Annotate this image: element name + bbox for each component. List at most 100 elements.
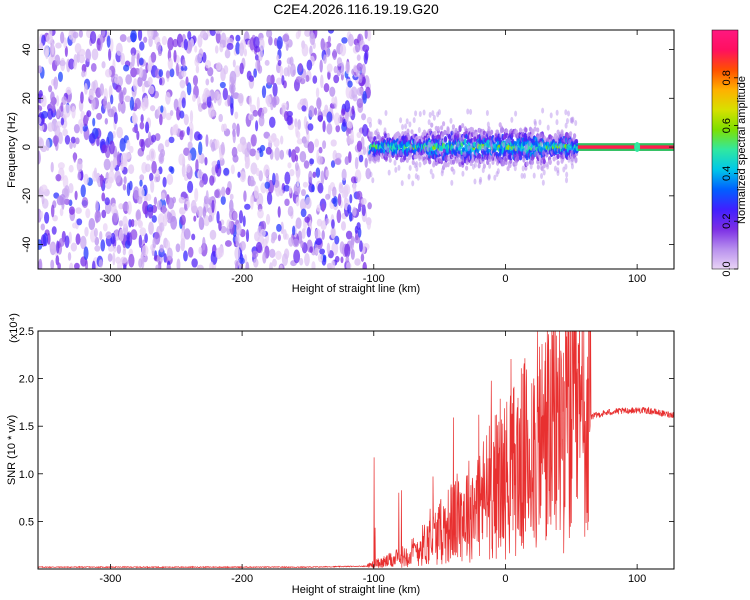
spectrogram-noise-cell <box>52 135 60 145</box>
spectrogram-noise-cell <box>203 215 210 227</box>
spectrogram-noise-cell <box>150 179 155 193</box>
spectrogram-noise-cell <box>301 43 309 57</box>
spectrogram-noise-cell <box>330 160 336 168</box>
spectrogram-noise-cell <box>120 163 124 172</box>
spectrogram-halo-cell <box>432 114 436 121</box>
spectrogram-noise-cell <box>244 203 251 210</box>
spectrogram-noise-cell <box>331 227 336 239</box>
spectrogram-band-cell <box>525 161 529 167</box>
spectrogram-noise-cell <box>102 223 108 232</box>
spectrogram-noise-cell <box>68 58 75 70</box>
spectrogram-noise-cell <box>272 96 277 108</box>
spectrogram-noise-cell <box>91 96 96 111</box>
spectrogram-noise-cell <box>289 56 294 66</box>
spectrogram-noise-cell <box>355 42 361 53</box>
spectrogram-noise-cell <box>192 94 196 102</box>
spectrogram-band-cell <box>569 131 573 137</box>
spectrogram-noise-cell <box>222 123 227 132</box>
spectrogram-noise-cell <box>107 253 113 262</box>
spectrogram-noise-cell <box>303 160 310 169</box>
spectrogram-noise-cell <box>364 30 368 40</box>
spectrogram-halo-cell <box>424 145 428 152</box>
spectrogram-noise-cell <box>317 253 324 263</box>
spectrogram-noise-cell <box>345 61 351 74</box>
spectrogram-noise-cell <box>202 52 207 63</box>
spectrogram-noise-cell <box>246 141 251 153</box>
spectrogram-halo-cell <box>540 173 544 180</box>
spectrogram-band-cell <box>477 163 481 169</box>
spectrogram-noise-cell <box>307 123 314 131</box>
spectrogram-band-cell <box>505 128 509 135</box>
spectrogram-noise-cell <box>178 97 182 111</box>
spectrogram-noise-cell <box>257 64 263 74</box>
spectrogram-band-cell <box>508 162 512 169</box>
spectrogram-noise-cell <box>59 193 66 206</box>
spectrogram-band-cell <box>536 164 540 170</box>
spectrogram-noise-cell <box>51 226 57 235</box>
spectrogram-noise-cell <box>118 203 124 210</box>
spectrogram-band-cell <box>451 159 456 165</box>
spectrogram-noise-cell <box>226 42 234 51</box>
spectrogram-noise-cell <box>150 51 157 63</box>
spectrogram-band-cell <box>501 127 505 133</box>
spectrogram-noise-cell <box>128 180 133 191</box>
spectrogram-halo-cell <box>429 168 433 175</box>
spectrogram-noise-cell <box>117 102 122 113</box>
spectrogram-halo-cell <box>414 110 418 117</box>
spectrogram-noise-cell <box>314 138 320 148</box>
spectrogram-noise-cell <box>159 113 163 126</box>
spectrogram-band-cell <box>403 155 407 161</box>
spectrogram-halo-cell <box>521 165 525 172</box>
colorbar-tick-label: 0.0 <box>721 261 733 276</box>
spectrogram-noise-cell <box>166 211 171 221</box>
spectrogram-halo-cell <box>378 135 382 142</box>
spectrogram-noise-cell <box>289 169 295 177</box>
spectrogram-halo-cell <box>412 117 416 124</box>
spectrogram-noise-cell <box>107 108 115 118</box>
spectrogram-band-cell <box>386 132 390 139</box>
spectrogram-band-cell <box>433 130 437 136</box>
spectrogram-noise-cell <box>122 215 128 229</box>
spectrogram-noise-cell <box>204 156 208 166</box>
spectrogram-noise-cell <box>314 107 318 116</box>
spectrogram-band-cell <box>574 157 578 163</box>
spectrogram-noise-cell <box>187 180 194 194</box>
spectrogram-halo-cell <box>565 177 569 184</box>
spectrogram-noise-cell <box>307 141 315 154</box>
spectrogram-noise-cell <box>132 114 138 125</box>
spectrogram-noise-cell <box>238 210 244 224</box>
spectrogram-noise-cell <box>293 183 301 196</box>
spectrogram-band-cell <box>536 127 540 133</box>
spectrogram-halo-cell <box>553 165 557 172</box>
spectrogram-band-cell <box>548 159 552 166</box>
spectrogram-noise-cell <box>110 202 117 215</box>
spectrogram-noise-cell <box>46 33 54 45</box>
spectrogram-halo-cell <box>437 109 441 116</box>
spectrogram-noise-cell <box>138 57 144 66</box>
spectrogram-halo-cell <box>418 110 422 117</box>
spectrogram-noise-cell <box>280 221 284 235</box>
spectrogram-halo-cell <box>467 145 471 152</box>
spectrogram-noise-cell <box>361 203 366 217</box>
spectrogram-noise-cell <box>352 94 358 102</box>
spectrogram-band-cell <box>478 153 482 159</box>
spectrogram-noise-cell <box>94 236 100 246</box>
colorbar-tick-label: 0.8 <box>721 70 733 85</box>
spectrogram-noise-cell <box>250 162 258 175</box>
spectrogram-noise-cell <box>126 139 131 151</box>
spectrogram-noise-cell <box>70 242 77 252</box>
spectrogram-noise-cell <box>130 47 137 56</box>
spectrogram-noise-cell <box>228 220 234 230</box>
spectrogram-band-cell <box>490 129 494 135</box>
spectrogram-noise-cell <box>146 154 151 161</box>
spectrogram-noise-cell <box>302 181 308 188</box>
spectrogram-noise-cell <box>137 219 142 227</box>
spectrogram-noise-cell <box>259 144 266 152</box>
spectrogram-noise-cell <box>254 54 259 61</box>
spectrogram-noise-cell <box>296 175 300 187</box>
spectrogram-noise-cell <box>349 211 353 222</box>
colorbar-tick-label: 0.4 <box>721 166 733 181</box>
spectrogram-noise-cell <box>183 147 190 156</box>
spectrogram-noise-cell <box>287 205 294 217</box>
